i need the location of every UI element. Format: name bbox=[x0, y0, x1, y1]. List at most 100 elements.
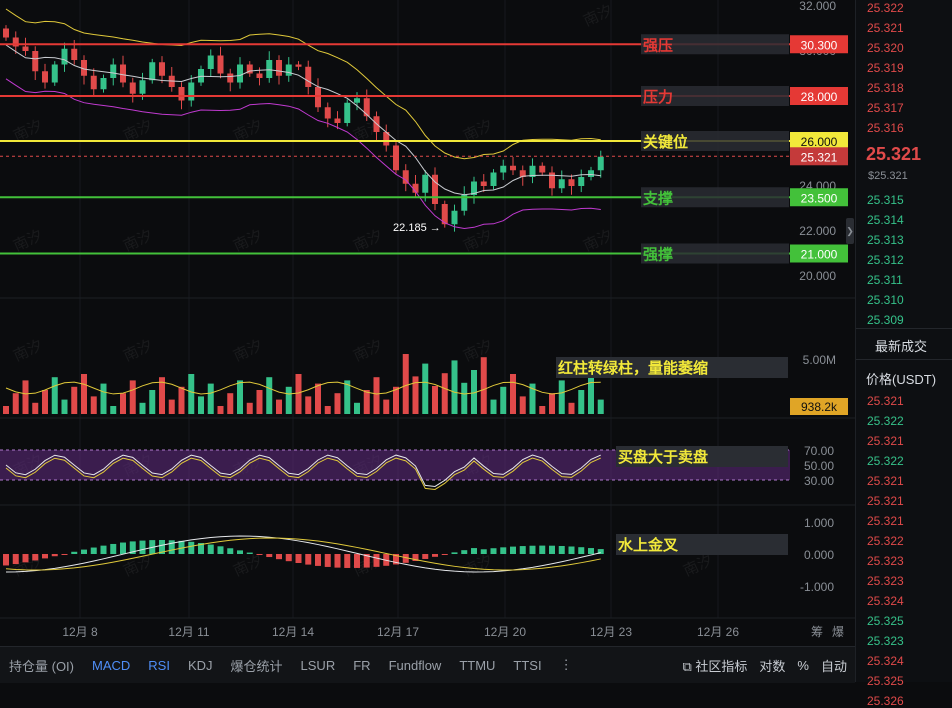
candle-body bbox=[519, 170, 526, 177]
volume-bar bbox=[3, 406, 9, 414]
candle-body bbox=[334, 118, 341, 123]
volume-bar bbox=[120, 393, 126, 414]
macd-histogram-bar bbox=[422, 554, 429, 559]
trade-row: 25.321 bbox=[867, 514, 904, 528]
last-price-tag-text: 25.321 bbox=[801, 150, 838, 164]
candle-body bbox=[305, 66, 312, 87]
macd-histogram-bar bbox=[549, 545, 555, 554]
macd-histogram-bar bbox=[285, 554, 292, 562]
candle-body bbox=[120, 64, 126, 83]
trade-row: 25.321 bbox=[867, 494, 904, 508]
volume-bar bbox=[539, 406, 546, 414]
candle-body bbox=[256, 73, 263, 78]
macd-histogram-bar bbox=[100, 545, 107, 554]
volume-bar bbox=[588, 377, 594, 414]
tab-fundflow[interactable]: Fundflow bbox=[388, 657, 442, 673]
tab-macd[interactable]: MACD bbox=[92, 657, 131, 673]
rsi-line bbox=[5, 454, 601, 487]
tab-fr[interactable]: FR bbox=[353, 657, 371, 673]
macd-histogram-bar bbox=[159, 540, 165, 554]
volume-bar bbox=[519, 396, 526, 414]
volume-bar bbox=[510, 374, 516, 414]
community-indicators-button[interactable]: ⧉ 社区指标 bbox=[682, 658, 748, 674]
percent-scale-button[interactable]: % bbox=[797, 657, 809, 673]
candle-body bbox=[354, 98, 360, 103]
macd-histogram-bar bbox=[178, 540, 185, 554]
macd-tick-label: -1.000 bbox=[800, 580, 834, 594]
x-tick-label: 12月 26 bbox=[697, 625, 739, 639]
trade-row: 25.323 bbox=[867, 554, 904, 568]
ask-row[interactable]: 25.322 bbox=[867, 1, 904, 15]
volume-bar bbox=[51, 377, 58, 414]
volume-bar bbox=[549, 393, 555, 414]
macd-histogram-bar bbox=[110, 543, 117, 554]
macd-histogram-bar bbox=[461, 550, 468, 554]
bid-row[interactable]: 25.309 bbox=[867, 313, 904, 327]
level-label-bg bbox=[641, 34, 789, 55]
candle-body bbox=[12, 37, 19, 47]
volume-bar bbox=[188, 374, 195, 414]
volume-bar bbox=[42, 390, 48, 414]
bid-row[interactable]: 25.310 bbox=[867, 293, 904, 307]
candle-body bbox=[441, 204, 448, 225]
ask-row[interactable]: 25.319 bbox=[867, 61, 904, 75]
rsi-tick-label: 30.00 bbox=[804, 474, 834, 488]
price-chart[interactable]: 12月 8 12月 11 12月 14 12月 17 12月 20 12月 23 12月 2… bbox=[0, 0, 855, 646]
volume-bar bbox=[363, 390, 370, 414]
trade-row: 25.321 bbox=[867, 434, 904, 448]
level-label: 压力 bbox=[643, 88, 673, 106]
macd-histogram-bar bbox=[344, 554, 351, 568]
macd-tick-label: 1.000 bbox=[804, 516, 834, 530]
volume-bar bbox=[568, 402, 575, 414]
trades-title[interactable]: 最新成交 bbox=[875, 339, 928, 354]
ask-row[interactable]: 25.321 bbox=[867, 21, 904, 35]
tab-liquidation[interactable]: 爆仓统计 bbox=[230, 658, 283, 674]
bid-row[interactable]: 25.314 bbox=[867, 213, 904, 227]
macd-histogram-bar bbox=[363, 554, 370, 568]
bid-row[interactable]: 25.315 bbox=[867, 193, 904, 207]
tab-kdj[interactable]: KDJ bbox=[187, 657, 213, 673]
bid-row[interactable]: 25.311 bbox=[867, 273, 903, 287]
candle-body bbox=[510, 165, 516, 171]
bid-row[interactable]: 25.313 bbox=[867, 233, 904, 247]
volume-bar bbox=[256, 390, 263, 414]
ask-row[interactable]: 25.317 bbox=[867, 101, 904, 115]
volume-bar bbox=[81, 374, 87, 414]
auto-scale-button[interactable]: 自动 bbox=[820, 658, 847, 674]
volume-bar bbox=[451, 360, 458, 414]
candle-body bbox=[402, 170, 409, 184]
trade-row: 25.325 bbox=[867, 674, 904, 688]
volume-bar bbox=[393, 386, 399, 414]
macd-histogram-bar bbox=[246, 552, 253, 554]
macd-histogram-bar bbox=[471, 548, 477, 554]
tab-ttsi[interactable]: TTSI bbox=[513, 657, 542, 673]
macd-histogram-bar bbox=[81, 549, 87, 554]
level-value-tag bbox=[790, 188, 848, 207]
ask-row[interactable]: 25.320 bbox=[867, 41, 904, 55]
bid-row[interactable]: 25.312 bbox=[867, 253, 904, 267]
ask-row[interactable]: 25.316 bbox=[867, 121, 904, 135]
more-icon[interactable]: ⋮ bbox=[559, 657, 573, 672]
volume-bar bbox=[100, 383, 107, 414]
panel-collapse-handle[interactable]: ❯ bbox=[846, 218, 854, 244]
trade-row: 25.322 bbox=[867, 414, 904, 428]
tab-rsi[interactable]: RSI bbox=[148, 657, 170, 673]
tab-lsur[interactable]: LSUR bbox=[300, 657, 336, 673]
macd-histogram-bar bbox=[71, 551, 78, 554]
macd-histogram-bar bbox=[373, 554, 380, 567]
log-scale-button[interactable]: 对数 bbox=[759, 658, 786, 674]
volume-bar bbox=[441, 373, 448, 414]
ask-row[interactable]: 25.318 bbox=[867, 81, 904, 95]
tab-oi[interactable]: 持仓量 (OI) bbox=[9, 658, 74, 674]
candle-body bbox=[344, 102, 351, 123]
macd-histogram-bar bbox=[120, 542, 126, 554]
candle-body bbox=[198, 69, 204, 83]
candle-body bbox=[315, 87, 321, 108]
orderbook-panel: 25.322 25.321 25.320 25.319 25.318 25.317 25.3… bbox=[855, 0, 952, 708]
macd-histogram-bar bbox=[510, 546, 516, 554]
x-tick-label: 12月 23 bbox=[590, 625, 632, 639]
tab-ttmu[interactable]: TTMU bbox=[459, 657, 496, 673]
macd-histogram-bar bbox=[12, 554, 19, 565]
volume-bar bbox=[110, 406, 117, 414]
volume-bar bbox=[529, 383, 536, 414]
